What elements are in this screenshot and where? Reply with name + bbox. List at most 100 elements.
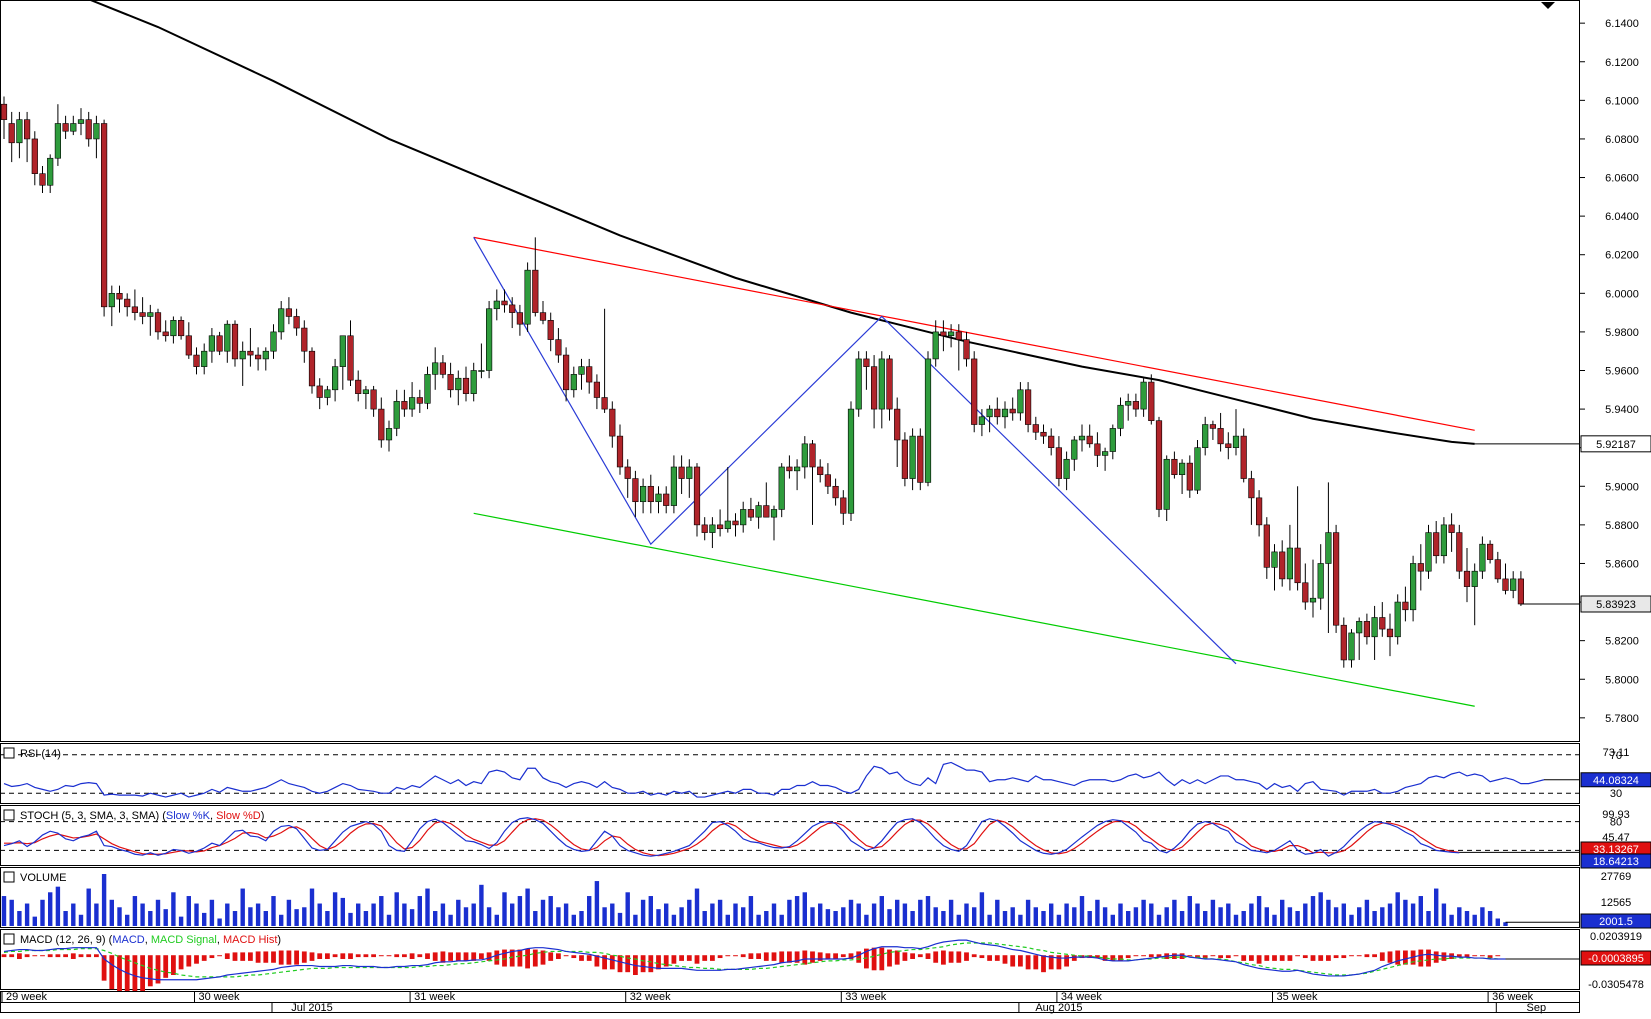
macd-hist-bar <box>232 952 238 961</box>
candle-body <box>1163 458 1170 510</box>
candle-body <box>1402 601 1409 611</box>
candle-body <box>1171 458 1178 476</box>
macd-hist-bar <box>1133 955 1139 957</box>
volume-bar <box>379 896 384 926</box>
macd-hist-bar <box>517 949 523 967</box>
time-axis-labels: 29 week 30 week 31 week 32 week 33 week 34 we… <box>1 991 1547 1014</box>
candle-body <box>732 520 739 526</box>
candle-body <box>670 466 677 506</box>
macd-toggle-icon[interactable] <box>3 933 15 945</box>
month-label: Sep <box>1527 1002 1547 1014</box>
candle-body <box>1001 408 1009 418</box>
macd-hist-bar <box>1333 955 1339 959</box>
candle-body <box>432 362 439 375</box>
candle-body <box>108 293 115 308</box>
macd-hist-bar <box>771 952 777 961</box>
macd-hist-bar <box>563 955 569 957</box>
candle-body <box>493 300 500 310</box>
volume-bar <box>86 888 91 926</box>
macd-hist-bar <box>802 950 808 965</box>
candle-body <box>370 389 377 410</box>
macd-hist-bar <box>117 955 122 992</box>
candle-body <box>1309 597 1317 603</box>
volume-bar <box>1364 899 1370 926</box>
macd-hist-bar <box>1364 954 1370 958</box>
volume-bar <box>155 899 161 926</box>
volume-bar <box>925 896 931 926</box>
trend-lines <box>473 236 1475 707</box>
candle-body <box>416 397 423 404</box>
stoch-pane-frame <box>0 805 1580 866</box>
macd-hist-bar <box>1487 955 1493 959</box>
week-label: 35 week <box>1277 991 1318 1003</box>
scroll-down-icon[interactable] <box>1541 2 1555 9</box>
volume-bar <box>125 914 130 926</box>
price-tick-label: 5.8000 <box>1605 674 1639 686</box>
candle-body <box>701 524 708 533</box>
volume-bar <box>794 896 800 926</box>
volume-bar <box>456 899 461 926</box>
macd-hist-bar <box>1095 955 1100 959</box>
macd-hist-bar <box>1225 955 1231 959</box>
candle-body <box>1017 389 1024 414</box>
macd-hist-bar <box>787 951 792 963</box>
candle-body <box>932 331 939 360</box>
volume-bar <box>579 911 584 926</box>
macd-hist-bar <box>794 951 800 963</box>
price-tick-label: 5.9000 <box>1605 481 1639 493</box>
volume-bar <box>117 907 122 926</box>
candle-body <box>478 370 485 372</box>
candle-body <box>793 466 801 472</box>
volume-bar <box>394 892 399 926</box>
candle-body <box>39 173 46 186</box>
candle-body <box>85 119 92 140</box>
candle-body <box>978 416 985 425</box>
rsi-toggle-icon[interactable] <box>3 747 15 759</box>
macd-hist-bar <box>602 955 607 970</box>
macd-hist-bar <box>1033 955 1039 970</box>
macd-hist-bar <box>925 953 931 959</box>
volume-bar <box>178 916 184 926</box>
volume-bar <box>1025 899 1031 926</box>
macd-hist-bar <box>532 949 538 967</box>
stoch-k-value-label: 18.64213 <box>1593 856 1639 868</box>
volume-value-label-box <box>1580 913 1651 929</box>
stoch-toggle-icon[interactable] <box>3 809 15 821</box>
macd-hist-bar <box>348 953 353 959</box>
macd-hist-bar <box>971 954 977 958</box>
volume-bar <box>101 874 107 926</box>
stoch-legend-k: Slow %K <box>166 810 211 822</box>
candle-body <box>539 312 547 321</box>
price-tick-label: 6.0800 <box>1605 134 1639 146</box>
macd-hist-bar <box>671 955 677 964</box>
volume-bar <box>448 914 453 926</box>
volume-bar <box>571 914 576 926</box>
candle-body <box>62 123 69 132</box>
macd-hist-bar <box>763 952 769 961</box>
candle-body <box>285 308 293 317</box>
candle-body <box>1371 617 1378 638</box>
macd-hist-bar <box>1456 954 1462 958</box>
candle-body <box>1094 443 1101 456</box>
candle-body <box>154 312 162 333</box>
volume-bar <box>1464 911 1470 926</box>
macd-hist-bar <box>332 954 338 958</box>
volume-bar <box>363 911 369 926</box>
candle-body <box>886 358 893 410</box>
volume-bar <box>1249 903 1254 926</box>
candle-body <box>1487 543 1494 560</box>
volume-bar <box>1110 914 1115 926</box>
candle-body <box>224 323 231 352</box>
macd-hist-bar <box>1464 954 1470 958</box>
stoch-mid-label: 45.47 <box>1602 832 1630 844</box>
volume-toggle-icon[interactable] <box>3 871 15 883</box>
macd-signal-series <box>3 942 1498 978</box>
candle-body <box>786 466 793 472</box>
macd-hist-bar <box>1318 955 1324 961</box>
candle-body <box>1386 628 1394 638</box>
volume-bar <box>1487 911 1493 926</box>
volume-bar <box>402 903 407 926</box>
stoch-legend-sep-3: ) <box>261 810 265 822</box>
rsi-pane-frame <box>0 743 1580 804</box>
volume-bar <box>979 892 985 926</box>
